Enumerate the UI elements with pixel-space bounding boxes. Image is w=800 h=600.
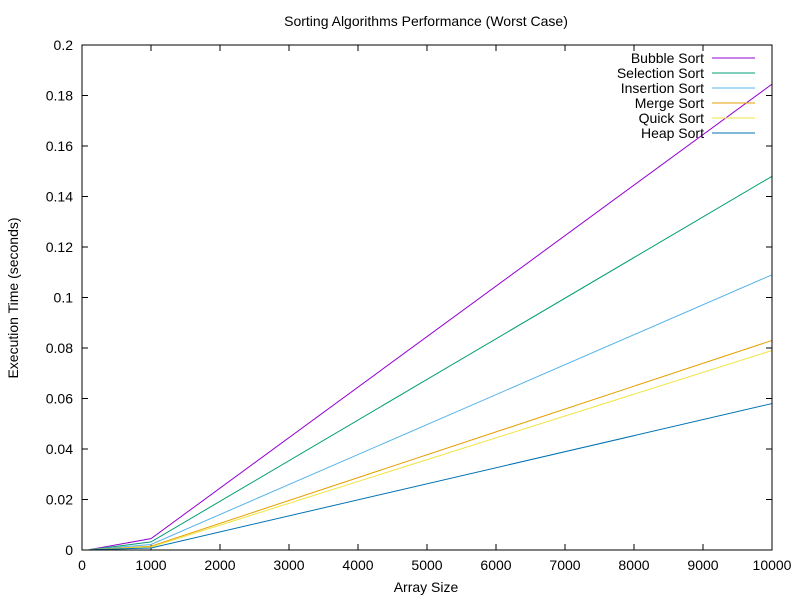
series-line-insertion-sort (88, 274, 773, 551)
x-tick-label: 3000 (273, 557, 304, 573)
series-line-quick-sort (88, 350, 773, 551)
y-tick-label: 0.02 (46, 492, 73, 508)
legend-label-insertion-sort: Insertion Sort (621, 80, 704, 96)
series-line-heap-sort (88, 403, 773, 551)
legend-label-merge-sort: Merge Sort (635, 95, 704, 111)
x-tick-label: 10000 (753, 557, 792, 573)
series-line-bubble-sort (88, 83, 773, 551)
x-tick-label: 6000 (480, 557, 511, 573)
x-tick-label: 5000 (411, 557, 442, 573)
y-axis-label: Execution Time (seconds) (5, 217, 21, 378)
x-tick-label: 0 (78, 557, 86, 573)
x-tick-label: 4000 (342, 557, 373, 573)
plot-frame (81, 44, 773, 551)
y-tick-label: 0.06 (46, 391, 73, 407)
legend-label-heap-sort: Heap Sort (641, 125, 704, 141)
legend-label-quick-sort: Quick Sort (639, 110, 704, 126)
chart-title: Sorting Algorithms Performance (Worst Ca… (284, 13, 568, 29)
y-tick-label: 0.18 (46, 88, 73, 104)
x-tick-label: 1000 (135, 557, 166, 573)
y-tick-label: 0.04 (46, 441, 73, 457)
y-tick-label: 0.12 (46, 239, 73, 255)
legend-label-selection-sort: Selection Sort (617, 65, 704, 81)
legend-label-bubble-sort: Bubble Sort (631, 50, 704, 66)
x-tick-label: 8000 (618, 557, 649, 573)
x-axis-label: Array Size (394, 579, 459, 595)
y-tick-label: 0.08 (46, 340, 73, 356)
x-tick-label: 2000 (204, 557, 235, 573)
series-line-selection-sort (88, 175, 773, 551)
series-lines (88, 83, 773, 551)
x-tick-label: 7000 (549, 557, 580, 573)
y-tick-label: 0.16 (46, 138, 73, 154)
x-tick-label: 9000 (687, 557, 718, 573)
y-tick-label: 0.14 (46, 189, 73, 205)
y-tick-label: 0.2 (54, 37, 74, 53)
y-tick-label: 0.1 (54, 290, 74, 306)
y-tick-label: 0 (65, 542, 73, 558)
axis-ticks: 0 1000 2000 3000 4000 5000 6000 7000 8000 9000 100… (46, 37, 792, 573)
